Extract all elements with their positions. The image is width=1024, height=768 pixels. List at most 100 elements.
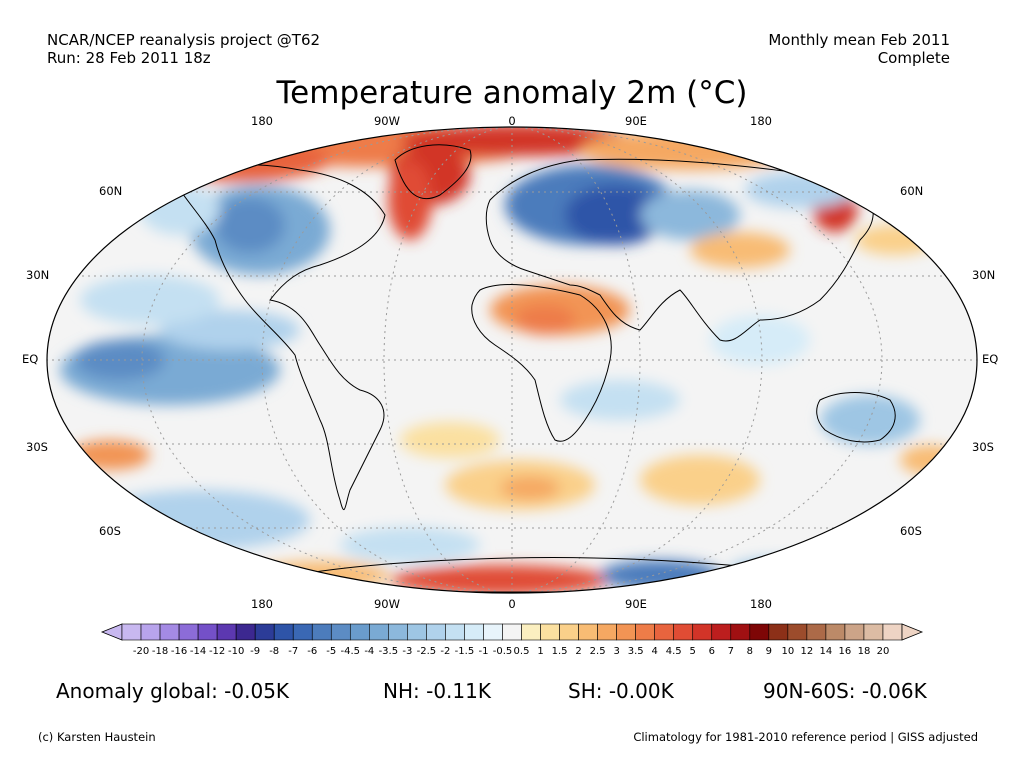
- lat-label-left-30s: 30S: [26, 440, 48, 454]
- colorbar-tick-label: -2: [440, 646, 450, 657]
- colorbar-tick-label: -1.5: [455, 646, 475, 657]
- stat-sh: SH: -0.00K: [568, 679, 674, 703]
- colorbar-tick-label: 3: [613, 646, 619, 657]
- colorbar-tick-label: 14: [820, 646, 833, 657]
- lon-label-top-90w: 90W: [373, 114, 401, 128]
- colorbar-tick-label: -14: [190, 646, 206, 657]
- stat-nh: NH: -0.11K: [383, 679, 491, 703]
- colorbar-tick-label: -5: [326, 646, 336, 657]
- colorbar-tick-label: -10: [228, 646, 244, 657]
- colorbar-tick-label: 1: [537, 646, 543, 657]
- colorbar-swatch: [273, 623, 294, 641]
- colorbar-swatch: [235, 623, 256, 641]
- model-label: NCAR/NCEP reanalysis project @T62: [47, 31, 321, 49]
- colorbar-swatch: [711, 623, 732, 641]
- colorbar-swatch: [407, 623, 427, 641]
- lon-label-bottom-180e: 180: [750, 597, 772, 611]
- colorbar-swatch: [197, 623, 218, 641]
- globe-outline: [46, 126, 978, 594]
- colorbar-tick-label: -4.5: [341, 646, 361, 657]
- colorbar-swatch: [445, 623, 465, 641]
- lon-label-top-0: 0: [508, 114, 516, 128]
- lat-label-right-30n: 30N: [972, 268, 996, 282]
- reference-note: Climatology for 1981-2010 reference peri…: [633, 730, 978, 744]
- colorbar-tick-label: -20: [133, 646, 149, 657]
- colorbar-min-arrow: [100, 623, 123, 641]
- stat-polar: 90N-60S: -0.06K: [763, 679, 927, 703]
- status-label: Complete: [877, 49, 950, 67]
- colorbar-tick-label: 2: [575, 646, 581, 657]
- colorbar-tick-label: -1: [478, 646, 488, 657]
- colorbar-swatch: [768, 623, 789, 641]
- colorbar-swatch: [254, 623, 275, 641]
- colorbar-swatch: [787, 623, 808, 641]
- colorbar-tick-label: -0.5: [493, 646, 513, 657]
- colorbar-swatch: [311, 623, 332, 641]
- colorbar-swatch: [216, 623, 237, 641]
- lat-label-right-60n: 60N: [900, 184, 924, 198]
- lat-label-left-30n: 30N: [26, 268, 50, 282]
- lon-label-top-90e: 90E: [625, 114, 647, 128]
- colorbar-swatch: [121, 623, 142, 641]
- anomaly-field: [47, 127, 977, 593]
- colorbar-swatch: [540, 623, 560, 641]
- colorbar-tick-label: 4.5: [666, 646, 682, 657]
- period-label: Monthly mean Feb 2011: [768, 31, 950, 49]
- colorbar-swatch: [882, 623, 903, 641]
- colorbar-swatch: [635, 623, 655, 641]
- colorbar: -20 -18 -16 -14 -12 -10 -9 -8 -7 -6 -5 -4.5 -4 -3.5 -3…: [100, 623, 924, 657]
- colorbar-max-arrow: [901, 623, 924, 641]
- colorbar-swatch: [349, 623, 370, 641]
- colorbar-swatch: [178, 623, 199, 641]
- colorbar-tick-label: 6: [709, 646, 715, 657]
- lon-label-bottom-90e: 90E: [625, 597, 647, 611]
- lat-label-left-60s: 60S: [99, 524, 121, 538]
- colorbar-tick-label: 0.5: [514, 646, 530, 657]
- colorbar-tick-label: 10: [781, 646, 794, 657]
- colorbar-swatch: [806, 623, 827, 641]
- lat-label-right-60s: 60S: [900, 524, 922, 538]
- lat-label-left-60n: 60N: [99, 184, 123, 198]
- colorbar-swatch: [730, 623, 751, 641]
- colorbar-swatch: [388, 623, 408, 641]
- colorbar-tick-label: 4: [651, 646, 657, 657]
- colorbar-tick-label: -8: [269, 646, 279, 657]
- colorbar-swatch: [521, 623, 541, 641]
- colorbar-tick-label: -9: [250, 646, 260, 657]
- colorbar-swatch: [464, 623, 484, 641]
- colorbar-tick-label: -2.5: [417, 646, 437, 657]
- colorbar-tick-label: 1.5: [552, 646, 568, 657]
- colorbar-swatch: [597, 623, 617, 641]
- lon-label-bottom-180w: 180: [251, 597, 273, 611]
- colorbar-swatch: [654, 623, 675, 641]
- colorbar-tick-label: 16: [839, 646, 852, 657]
- colorbar-swatch: [692, 623, 713, 641]
- colorbar-tick-label: -3: [402, 646, 412, 657]
- colorbar-swatch: [825, 623, 846, 641]
- colorbar-swatch: [159, 623, 180, 641]
- lat-label-right-eq: EQ: [982, 352, 999, 366]
- colorbar-swatch: [502, 623, 522, 641]
- colorbar-tick-label: -7: [288, 646, 298, 657]
- lat-label-right-30s: 30S: [972, 440, 994, 454]
- colorbar-swatch: [330, 623, 351, 641]
- colorbar-tick-label: -4: [364, 646, 374, 657]
- colorbar-swatch: [559, 623, 579, 641]
- colorbar-swatch: [673, 623, 694, 641]
- colorbar-swatch: [616, 623, 636, 641]
- colorbar-tick-label: -12: [209, 646, 225, 657]
- lat-label-left-eq: EQ: [22, 352, 39, 366]
- colorbar-swatch: [426, 623, 446, 641]
- lon-label-top-180w: 180: [251, 114, 273, 128]
- colorbar-tick-label: 9: [766, 646, 772, 657]
- lon-label-bottom-90w: 90W: [373, 597, 401, 611]
- map-title: Temperature anomaly 2m (°C): [276, 75, 748, 111]
- graticule: [47, 127, 977, 593]
- colorbar-tick-label: 18: [858, 646, 871, 657]
- stat-global: Anomaly global: -0.05K: [56, 679, 290, 703]
- colorbar-swatch: [844, 623, 865, 641]
- colorbar-swatch: [578, 623, 598, 641]
- lon-label-top-180e: 180: [750, 114, 772, 128]
- colorbar-tick-label: 3.5: [628, 646, 644, 657]
